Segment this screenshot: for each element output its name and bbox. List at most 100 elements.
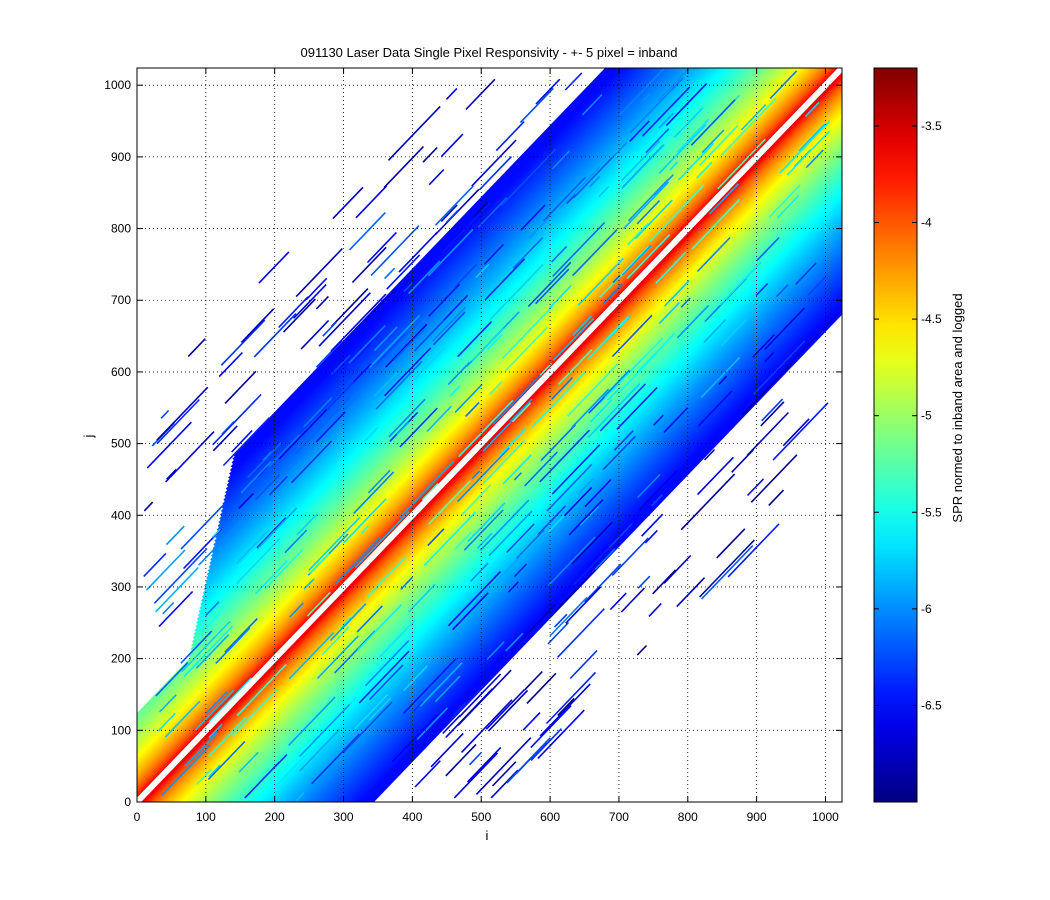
heat-streak bbox=[476, 532, 493, 549]
heat-streak bbox=[684, 374, 699, 389]
heat-streak bbox=[196, 768, 213, 786]
heat-streak bbox=[586, 316, 629, 361]
heat-streak bbox=[704, 448, 716, 461]
y-tick-label: 300 bbox=[111, 580, 131, 594]
heat-streak bbox=[769, 70, 798, 100]
heat-streak bbox=[511, 402, 532, 423]
heat-streak bbox=[238, 492, 254, 510]
heat-streak bbox=[181, 620, 231, 673]
heat-streak bbox=[598, 186, 610, 198]
heat-streak bbox=[449, 685, 484, 722]
heat-streak bbox=[399, 407, 438, 448]
heat-streak bbox=[235, 537, 281, 585]
heat-streak bbox=[716, 528, 746, 559]
heat-streak bbox=[566, 194, 577, 205]
x-axis-ticks: 0 100 200 300 400 500 600 700 800 900 1000 bbox=[134, 68, 839, 824]
heat-streak bbox=[356, 605, 383, 633]
heat-streak bbox=[627, 222, 650, 246]
heat-streak bbox=[414, 347, 445, 380]
heat-streak bbox=[240, 308, 275, 343]
heat-streak bbox=[478, 156, 512, 191]
y-tick-label: 0 bbox=[124, 795, 131, 809]
heat-streak bbox=[669, 161, 679, 171]
y-tick-label: 800 bbox=[111, 222, 131, 236]
heat-streak bbox=[440, 204, 458, 223]
heat-streak bbox=[236, 529, 270, 564]
heat-streak bbox=[506, 737, 551, 784]
heat-streak bbox=[236, 663, 287, 716]
heat-streak bbox=[482, 439, 526, 485]
heat-streak bbox=[779, 120, 830, 174]
heat-band-strip bbox=[140, 72, 842, 802]
heat-streak bbox=[306, 591, 331, 617]
heat-streak bbox=[368, 314, 421, 369]
colorbar-tick-label: -5 bbox=[921, 409, 932, 423]
heat-streak bbox=[316, 635, 359, 679]
heat-streak bbox=[351, 246, 387, 284]
inband-exclusion-band bbox=[137, 68, 842, 802]
heat-streak bbox=[554, 613, 568, 628]
heat-streak bbox=[528, 215, 552, 239]
heat-streak bbox=[166, 468, 177, 480]
heat-streak bbox=[198, 518, 244, 566]
heat-streak bbox=[308, 516, 361, 571]
heat-streak bbox=[184, 732, 218, 767]
heat-streak bbox=[289, 602, 304, 618]
colorbar bbox=[873, 67, 918, 803]
heat-streak bbox=[208, 764, 221, 778]
heat-streak bbox=[265, 460, 302, 499]
heat-streak bbox=[805, 149, 824, 169]
heat-streak bbox=[776, 194, 800, 219]
heat-streak bbox=[515, 529, 545, 560]
heat-streak bbox=[488, 510, 533, 557]
heat-streak bbox=[157, 712, 176, 732]
heat-streak bbox=[519, 87, 554, 124]
heat-streak bbox=[215, 627, 251, 664]
heat-streak bbox=[588, 396, 605, 414]
heat-streak bbox=[634, 199, 673, 240]
heat-streak bbox=[708, 183, 739, 215]
heat-streak bbox=[351, 342, 372, 364]
heat-streak bbox=[599, 383, 646, 432]
heat-streak bbox=[428, 168, 445, 186]
heat-streak bbox=[587, 383, 641, 439]
heat-streak bbox=[564, 72, 583, 91]
heat-streak bbox=[264, 549, 304, 590]
heat-streak bbox=[500, 148, 557, 207]
heat-streak bbox=[581, 94, 603, 116]
heat-streak bbox=[383, 146, 424, 189]
heat-streak bbox=[599, 245, 650, 298]
heat-streak bbox=[552, 221, 606, 277]
heat-streak bbox=[554, 569, 597, 613]
heat-streak bbox=[785, 311, 841, 368]
heat-streak bbox=[412, 700, 424, 712]
heat-streak bbox=[542, 176, 586, 222]
heat-streak bbox=[325, 391, 363, 430]
heat-streak bbox=[370, 225, 420, 277]
heat-streak bbox=[363, 426, 379, 443]
heat-streak bbox=[434, 185, 474, 226]
y-tick-label: 600 bbox=[111, 365, 131, 379]
heat-streak bbox=[676, 118, 710, 153]
heat-streak bbox=[238, 751, 259, 773]
heat-streak bbox=[489, 381, 503, 396]
heat-streak bbox=[457, 669, 512, 726]
heat-streak bbox=[421, 482, 439, 501]
heat-streak bbox=[607, 386, 622, 401]
heat-streak bbox=[155, 662, 189, 697]
heat-streak bbox=[658, 123, 707, 174]
heat-streak bbox=[568, 499, 604, 536]
heat-streak bbox=[282, 298, 316, 333]
heat-streak bbox=[194, 689, 235, 731]
heat-streak bbox=[332, 186, 364, 220]
heat-streak bbox=[353, 363, 372, 383]
heat-streak bbox=[288, 632, 335, 680]
heat-streak bbox=[428, 283, 461, 317]
heat-streak bbox=[551, 150, 570, 170]
heat-streak bbox=[756, 369, 786, 401]
heat-streak bbox=[441, 202, 491, 254]
heat-streak bbox=[240, 461, 272, 494]
heat-streak bbox=[463, 509, 504, 551]
heat-streak bbox=[162, 601, 175, 615]
heat-streak bbox=[548, 285, 572, 310]
